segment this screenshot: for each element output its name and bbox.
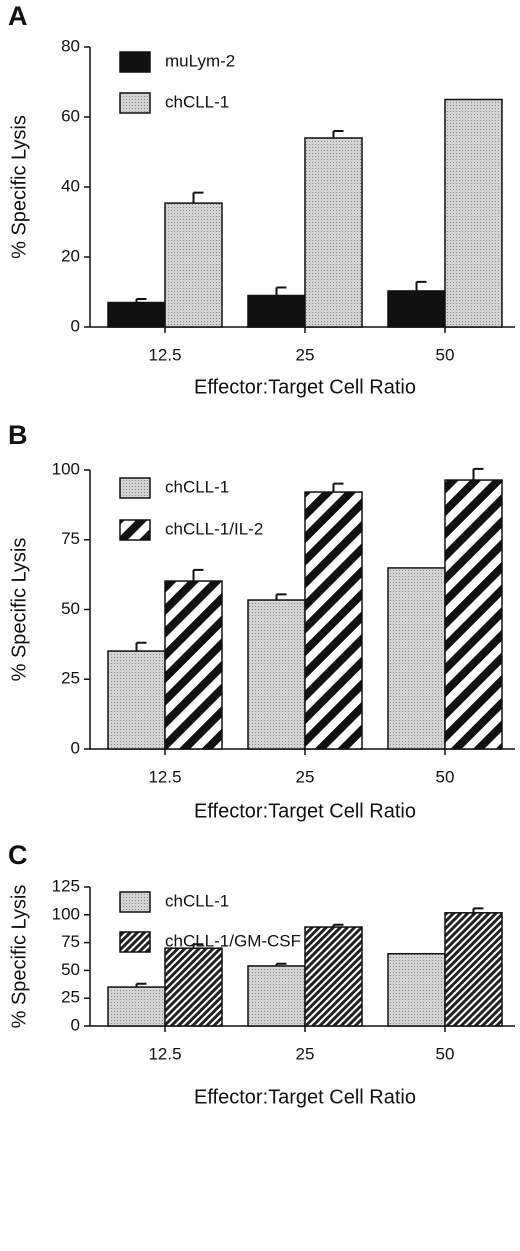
legend-swatch: [119, 931, 151, 953]
y-tick-label: 50: [61, 960, 80, 979]
x-tick-label: 25: [296, 767, 315, 786]
error-bar: [135, 641, 147, 652]
bar: [444, 98, 503, 328]
y-tick-label: 125: [52, 876, 80, 895]
y-tick-label: 0: [71, 738, 80, 757]
bar: [107, 650, 166, 750]
x-axis-title: Effector:Target Cell Ratio: [194, 376, 416, 398]
bar: [387, 952, 446, 1027]
y-tick-label: 25: [61, 988, 80, 1007]
legend-swatch: [119, 891, 151, 913]
error-bar: [135, 982, 147, 988]
legend-label: muLym-2: [165, 51, 235, 70]
bar: [164, 947, 223, 1027]
y-tick-label: 25: [61, 669, 80, 688]
bar: [247, 965, 306, 1027]
bar: [444, 479, 503, 750]
legend-label: chCLL-1: [165, 92, 229, 111]
legend-label: chCLL-1/GM-CSF: [165, 931, 301, 950]
legend-swatch: [119, 477, 151, 499]
y-axis-title: % Specific Lysis: [8, 115, 30, 259]
x-tick-label: 50: [436, 345, 455, 364]
y-axis-title: % Specific Lysis: [8, 538, 30, 682]
y-tick-label: 0: [71, 1015, 80, 1034]
panel-label: B: [8, 420, 28, 450]
error-bar: [332, 923, 344, 928]
bar: [164, 202, 223, 328]
bar: [304, 926, 363, 1027]
legend-label: chCLL-1: [165, 891, 229, 910]
y-tick-label: 0: [71, 316, 80, 335]
y-tick-label: 100: [52, 459, 80, 478]
panel-label: A: [8, 1, 28, 31]
y-axis-title: % Specific Lysis: [8, 885, 30, 1029]
y-tick-label: 40: [61, 176, 80, 195]
bar: [107, 986, 166, 1027]
x-tick-label: 25: [296, 1044, 315, 1063]
panel-label: C: [8, 840, 28, 870]
legend-swatch: [119, 92, 151, 114]
error-bar: [275, 962, 287, 966]
bar: [164, 580, 223, 750]
error-bar: [332, 482, 344, 493]
y-tick-label: 75: [61, 529, 80, 548]
x-axis-title: Effector:Target Cell Ratio: [194, 1086, 416, 1108]
legend-label: chCLL-1: [165, 477, 229, 496]
error-bar: [472, 907, 484, 913]
bar: [304, 137, 363, 328]
x-tick-label: 50: [436, 767, 455, 786]
x-tick-label: 12.5: [148, 345, 181, 364]
x-tick-label: 50: [436, 1044, 455, 1063]
x-axis-title: Effector:Target Cell Ratio: [194, 800, 416, 822]
bar: [247, 294, 306, 328]
error-bar: [332, 130, 344, 138]
error-bar: [192, 943, 204, 949]
error-bar: [275, 286, 287, 296]
legend-swatch: [119, 519, 151, 541]
y-tick-label: 20: [61, 246, 80, 265]
bar: [387, 567, 446, 750]
y-tick-label: 80: [61, 36, 80, 55]
bar: [387, 290, 446, 328]
bar: [107, 301, 166, 328]
y-tick-label: 50: [61, 599, 80, 618]
legend-swatch: [119, 51, 151, 73]
bar: [444, 912, 503, 1027]
y-tick-label: 100: [52, 904, 80, 923]
error-bar: [135, 298, 147, 303]
bar: [304, 491, 363, 750]
bar: [247, 599, 306, 750]
y-tick-label: 75: [61, 932, 80, 951]
x-tick-label: 12.5: [148, 1044, 181, 1063]
error-bar: [415, 280, 427, 291]
x-tick-label: 25: [296, 345, 315, 364]
x-tick-label: 12.5: [148, 767, 181, 786]
error-bar: [192, 568, 204, 582]
error-bar: [472, 467, 484, 481]
error-bar: [192, 191, 204, 204]
legend-label: chCLL-1/IL-2: [165, 519, 263, 538]
error-bar: [275, 593, 287, 601]
y-tick-label: 60: [61, 106, 80, 125]
